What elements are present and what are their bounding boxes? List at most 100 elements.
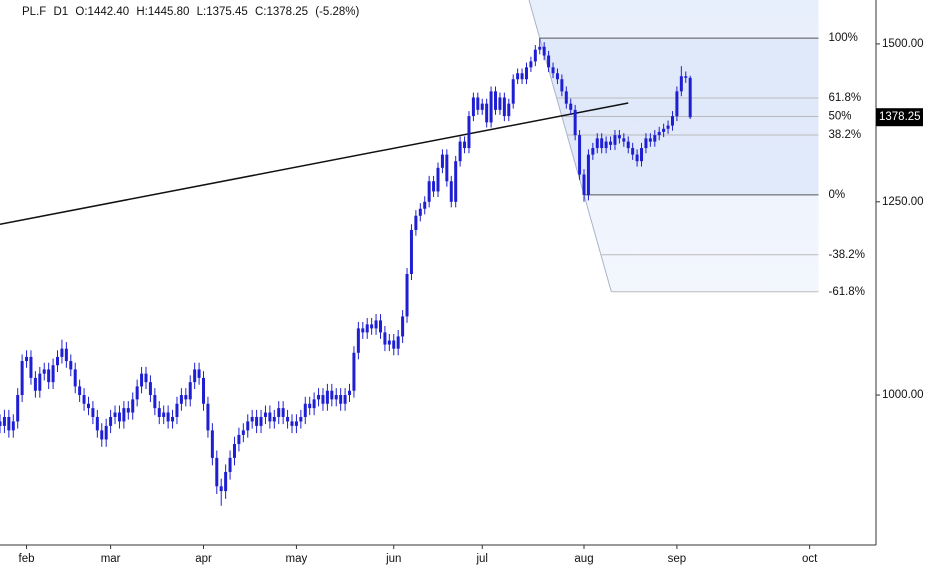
candle-body — [494, 91, 498, 110]
candle-body — [356, 328, 360, 353]
candle-body — [564, 91, 568, 104]
candle-body — [679, 76, 683, 92]
candle-body — [219, 486, 223, 492]
candle-body — [622, 138, 626, 142]
candle-body — [16, 395, 20, 422]
candle-body — [188, 382, 192, 400]
fib-level-label: -61.8% — [828, 286, 864, 298]
candle-body — [383, 332, 387, 345]
last-price-box — [876, 108, 923, 127]
candle-body — [202, 377, 206, 404]
candle-body — [255, 416, 259, 426]
high-value: H:1445.80 — [136, 6, 189, 18]
candle-body — [224, 471, 228, 492]
background — [528, 0, 819, 293]
candle-body — [666, 125, 670, 129]
candle-body — [277, 408, 281, 417]
candle-body — [498, 97, 502, 110]
candle-body — [352, 352, 356, 391]
candle-body — [463, 141, 467, 149]
candle-body — [542, 46, 546, 56]
candle-body — [458, 141, 462, 162]
candle-body — [582, 174, 586, 195]
y-tick-label: 1000.00 — [882, 389, 924, 401]
candle-body — [675, 91, 679, 117]
candle-body — [122, 408, 126, 422]
x-tick-label: oct — [802, 553, 818, 565]
candle-body — [303, 403, 307, 417]
candle-body — [325, 390, 329, 404]
candle-body — [95, 416, 99, 431]
candle-body — [485, 103, 489, 123]
candle-body — [250, 416, 254, 422]
candle-body — [538, 46, 542, 50]
candle-body — [662, 128, 666, 132]
low-value: L:1375.45 — [197, 6, 248, 18]
candle-body — [471, 97, 475, 117]
candle-body — [263, 412, 267, 417]
candle-body — [11, 421, 15, 431]
candle-body — [688, 77, 692, 118]
candle-body — [489, 91, 493, 123]
candle-body — [423, 201, 427, 209]
candle-body — [370, 324, 374, 329]
candle-body — [631, 148, 635, 155]
x-tick-label: jul — [475, 553, 488, 565]
candle-body — [104, 425, 108, 440]
candle-body — [60, 348, 64, 357]
candle-body — [148, 382, 152, 396]
candle-body — [365, 324, 369, 333]
candle-body — [215, 457, 219, 487]
candle-body — [427, 181, 431, 202]
candle-body — [476, 97, 480, 110]
candle-body — [135, 386, 139, 400]
candle-body — [25, 356, 29, 362]
fib-level-label: 61.8% — [828, 92, 861, 104]
candle-body — [507, 103, 511, 117]
candle-body — [551, 67, 555, 74]
candle-body — [259, 416, 263, 426]
candle-body — [361, 328, 365, 333]
x-tick-label: jun — [385, 553, 401, 565]
candle-body — [286, 416, 290, 422]
x-tick-label: apr — [195, 553, 212, 565]
y-tick-label: 1500.00 — [882, 38, 924, 50]
candle-body — [232, 444, 236, 458]
candle-body — [20, 361, 24, 396]
candle-body — [308, 403, 312, 409]
candle-body — [454, 161, 458, 202]
candle-body — [396, 336, 400, 349]
candle-body — [378, 320, 382, 333]
candle-body — [171, 416, 175, 422]
candle-body — [82, 395, 86, 404]
candle-body — [157, 408, 161, 417]
candle-body — [569, 103, 573, 110]
candle-body — [409, 229, 413, 275]
candle-body — [516, 73, 520, 80]
timeframe: D1 — [54, 6, 69, 18]
candle-body — [502, 97, 506, 117]
candle-body — [228, 457, 232, 472]
candle-body — [47, 369, 51, 383]
candle-body — [578, 135, 582, 175]
candle-body — [246, 421, 250, 431]
candle-body — [317, 395, 321, 400]
candle-body — [604, 141, 608, 149]
candle-body — [321, 395, 325, 404]
candle-body — [343, 395, 347, 404]
candle-body — [268, 412, 272, 422]
candle-body — [64, 348, 68, 362]
candle-body — [281, 408, 285, 417]
candle-body — [547, 55, 551, 68]
candle-body — [586, 154, 590, 195]
candle-body — [290, 421, 294, 426]
candle-body — [51, 365, 55, 383]
candle-body — [511, 79, 515, 104]
x-tick-label: mar — [101, 553, 121, 565]
close-value: C:1378.25 — [255, 6, 308, 18]
candle-body — [2, 416, 6, 426]
candle-body — [436, 167, 440, 192]
symbol: PL.F — [22, 6, 46, 18]
candle-body — [640, 148, 644, 162]
